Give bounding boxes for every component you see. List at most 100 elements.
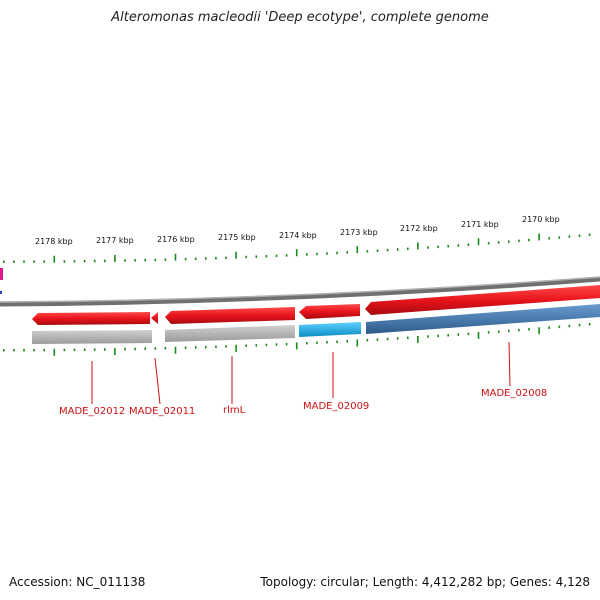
minor-tick xyxy=(366,250,369,253)
scale-label: 2175 kbp xyxy=(218,233,256,242)
minor-tick xyxy=(487,241,490,245)
minor-tick xyxy=(306,341,308,345)
minor-tick xyxy=(316,341,318,345)
genome-backbone xyxy=(0,276,600,307)
scale-label: 2178 kbp xyxy=(35,237,73,246)
minor-tick xyxy=(194,346,197,349)
minor-tick xyxy=(467,243,470,246)
minor-tick xyxy=(306,253,308,256)
minor-tick xyxy=(427,246,429,249)
major-tick xyxy=(53,348,56,356)
minor-tick xyxy=(336,251,338,255)
minor-tick xyxy=(144,258,146,262)
minor-tick xyxy=(457,244,460,247)
major-tick xyxy=(417,335,419,343)
minor-tick xyxy=(245,255,247,259)
minor-tick xyxy=(23,348,25,352)
major-tick xyxy=(477,331,480,339)
edge-marker xyxy=(0,291,2,294)
minor-tick xyxy=(548,326,550,329)
minor-tick xyxy=(104,348,106,351)
minor-tick xyxy=(63,348,66,352)
major-tick xyxy=(477,238,480,246)
minor-tick xyxy=(528,238,530,242)
major-tick xyxy=(538,233,540,241)
gene-label: MADE_02008 xyxy=(481,388,547,399)
minor-tick xyxy=(33,260,35,263)
minor-tick xyxy=(194,257,197,261)
minor-tick xyxy=(245,344,247,347)
minor-tick xyxy=(447,333,449,337)
minor-tick xyxy=(124,347,126,351)
product-track xyxy=(32,304,600,344)
minor-tick xyxy=(83,348,86,351)
minor-tick xyxy=(326,252,328,255)
minor-tick xyxy=(73,348,76,352)
minor-tick xyxy=(467,332,470,336)
minor-tick xyxy=(63,260,66,263)
major-tick xyxy=(174,253,177,261)
minor-tick xyxy=(568,235,571,238)
minor-tick xyxy=(457,333,460,336)
minor-tick xyxy=(205,345,207,349)
minor-tick xyxy=(427,335,429,338)
minor-tick xyxy=(578,234,581,237)
minor-tick xyxy=(437,334,439,338)
major-tick xyxy=(114,348,116,356)
gene-arrow-rlml xyxy=(165,307,295,324)
edge-marker xyxy=(0,268,3,280)
minor-tick xyxy=(386,337,389,341)
minor-tick xyxy=(528,328,530,331)
minor-tick xyxy=(376,249,379,252)
minor-tick xyxy=(336,340,338,344)
minor-tick xyxy=(275,343,278,346)
label-leaders xyxy=(91,341,511,405)
minor-tick xyxy=(205,257,207,260)
minor-tick xyxy=(255,255,258,258)
major-tick xyxy=(235,251,237,259)
minor-tick xyxy=(154,258,157,262)
minor-tick xyxy=(497,241,500,244)
gene-label: MADE_02012 xyxy=(59,406,125,417)
outer-scale-ticks xyxy=(3,233,591,263)
gene-arrow-made-02012 xyxy=(32,312,150,325)
scale-label: 2176 kbp xyxy=(157,235,195,244)
minor-tick xyxy=(497,330,500,333)
scale-label: 2172 kbp xyxy=(400,224,438,233)
minor-tick xyxy=(588,322,591,326)
minor-tick xyxy=(215,256,217,260)
minor-tick xyxy=(225,256,227,260)
gene-label: rlmL xyxy=(223,405,246,416)
gene-block-made-02009 xyxy=(299,322,361,337)
minor-tick xyxy=(225,345,227,348)
cds-track xyxy=(32,285,600,325)
minor-tick xyxy=(164,258,167,261)
major-tick xyxy=(295,342,298,350)
minor-tick xyxy=(215,345,217,349)
major-tick xyxy=(53,255,56,263)
minor-tick xyxy=(43,348,45,352)
gene-labels: MADE_02012 MADE_02011 rlmL MADE_02009 MA… xyxy=(59,388,547,417)
minor-tick xyxy=(134,259,136,262)
inner-scale-ticks xyxy=(3,322,591,356)
minor-tick xyxy=(518,328,520,332)
minor-tick xyxy=(396,248,399,251)
minor-tick xyxy=(316,252,318,256)
minor-tick xyxy=(83,259,86,263)
minor-tick xyxy=(154,347,157,350)
minor-tick xyxy=(508,240,510,243)
minor-tick xyxy=(326,341,328,344)
minor-tick xyxy=(447,244,449,248)
major-tick xyxy=(235,344,237,352)
minor-tick xyxy=(13,260,15,263)
minor-tick xyxy=(487,331,490,334)
gene-arrow-made-02011 xyxy=(151,312,158,324)
minor-tick xyxy=(13,348,15,352)
major-tick xyxy=(174,346,177,354)
gene-arrow-made-02008 xyxy=(365,285,600,315)
minor-tick xyxy=(346,251,348,254)
major-tick xyxy=(356,246,359,254)
minor-tick xyxy=(285,254,288,257)
scale-label: 2171 kbp xyxy=(461,220,499,229)
minor-tick xyxy=(93,259,96,263)
